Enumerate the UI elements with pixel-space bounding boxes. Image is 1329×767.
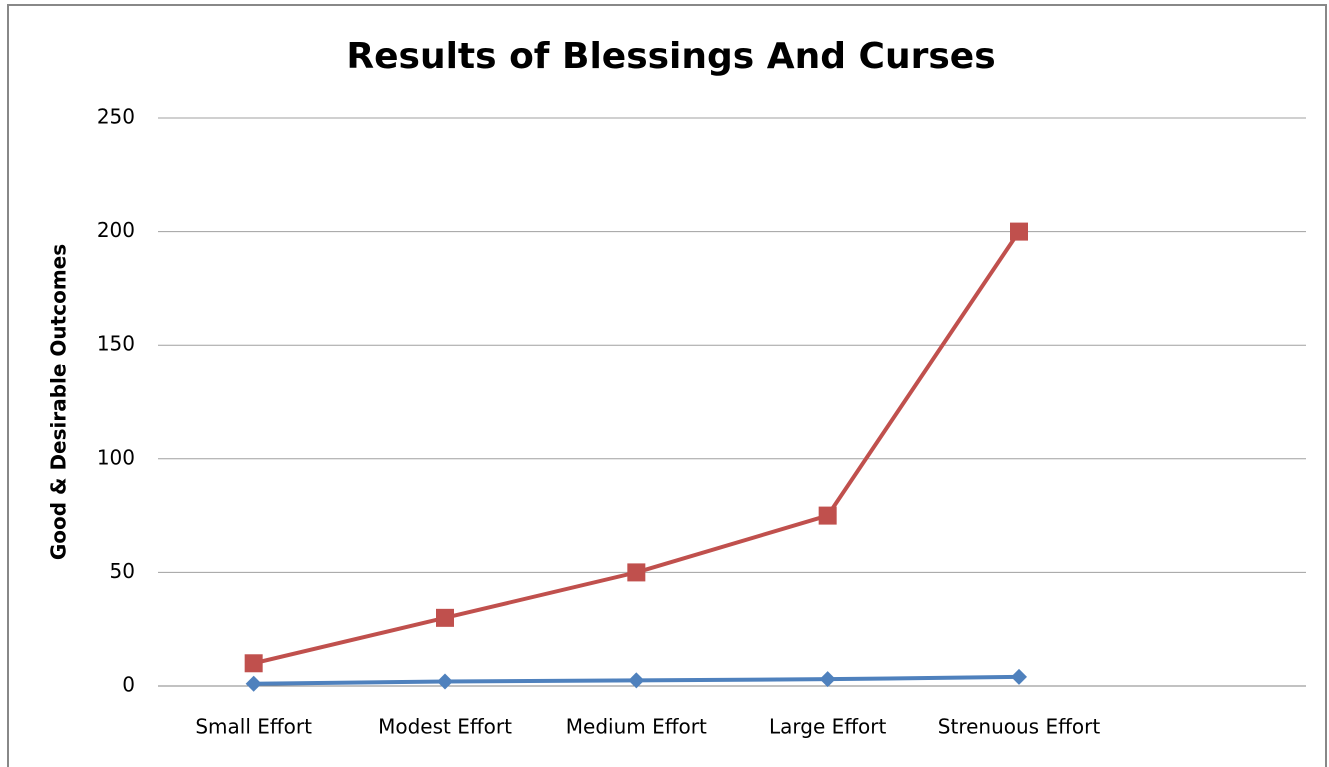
y-tick-label: 100 <box>97 445 135 469</box>
marker <box>819 671 836 688</box>
marker <box>627 563 646 582</box>
y-tick-label: 50 <box>110 559 135 583</box>
marker <box>437 673 453 690</box>
x-tick-label: Medium Effort <box>566 715 707 739</box>
x-tick-label: Large Effort <box>769 715 887 739</box>
marker <box>1011 668 1027 685</box>
chart-frame <box>7 4 1327 767</box>
marker <box>436 608 454 627</box>
marker <box>245 675 262 692</box>
x-tick-label: Small Effort <box>195 715 312 739</box>
marker <box>628 672 645 689</box>
x-tick-label: Strenuous Effort <box>938 715 1101 739</box>
y-tick-label: 250 <box>97 105 135 129</box>
x-tick-label: Modest Effort <box>378 715 512 739</box>
y-tick-label: 0 <box>122 673 135 697</box>
chart-title: Results of Blessings And Curses <box>346 36 995 77</box>
y-axis-title: Good & Desirable Outcomes <box>47 244 71 560</box>
y-tick-label: 200 <box>97 218 135 242</box>
marker <box>818 506 837 525</box>
marker <box>1010 222 1028 241</box>
marker <box>244 654 263 673</box>
y-tick-label: 150 <box>97 332 135 356</box>
